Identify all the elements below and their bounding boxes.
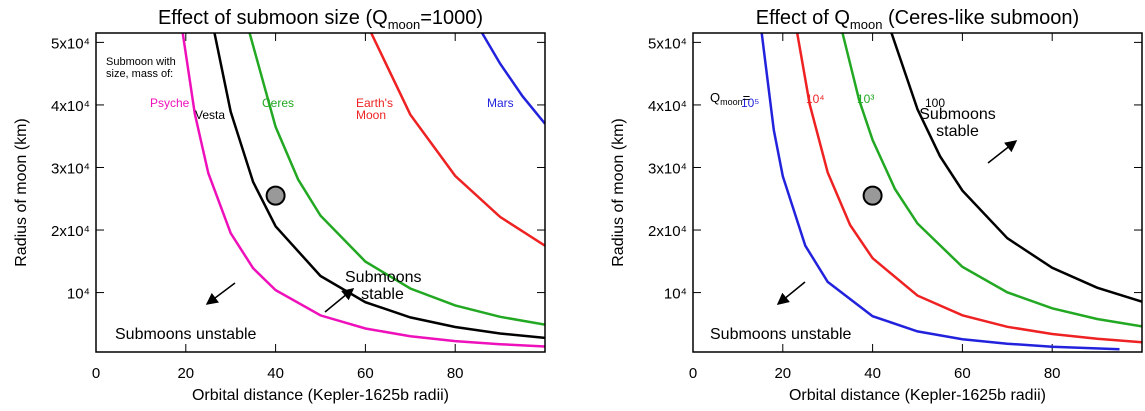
chart-title: Effect of Qmoon (Ceres-like submoon) <box>756 7 1079 32</box>
x-tick-label: 80 <box>1044 365 1061 382</box>
moon-marker <box>862 185 883 206</box>
x-tick-label: 0 <box>689 365 697 382</box>
y-tick-label: 10⁴ <box>664 286 687 303</box>
moon-marker <box>265 185 286 206</box>
curve <box>890 33 1142 303</box>
plot-frame <box>692 32 1143 353</box>
chart-title: Effect of submoon size (Qmoon=1000) <box>158 7 483 32</box>
title-part: moon <box>850 17 883 32</box>
curve <box>181 33 545 348</box>
annotation: Submoon with size, mass of: <box>106 56 176 80</box>
annotation: Submoons unstable <box>115 326 257 343</box>
annotation-part: moon <box>720 97 743 107</box>
y-tick-label: 2x10⁴ <box>648 223 687 240</box>
arrow <box>205 282 236 305</box>
curve-label: 100 <box>925 96 946 110</box>
y-tick-label: 10⁴ <box>67 286 90 303</box>
curve-label: Vesta <box>195 108 226 122</box>
title-part: Effect of Q <box>756 7 850 29</box>
annotation-part: Q <box>710 90 721 105</box>
annotation: Submoons unstable <box>710 326 852 343</box>
y-tick-label: 3x10⁴ <box>648 160 687 177</box>
y-axis-label: Radius of moon (km) <box>13 118 30 267</box>
curve-label: Mars <box>487 96 514 110</box>
annotation-part: = <box>742 90 751 105</box>
curve-label: 10⁵ <box>741 96 760 110</box>
title-part: =1000) <box>420 7 483 29</box>
curve-label: Psyche <box>150 96 190 110</box>
y-tick-label: 4x10⁴ <box>648 98 687 115</box>
y-tick-label: 2x10⁴ <box>51 223 90 240</box>
x-axis-label: Orbital distance (Kepler-1625b radii) <box>789 387 1046 404</box>
arrow <box>987 140 1018 164</box>
x-tick-label: 40 <box>864 365 881 382</box>
arrow <box>776 281 806 305</box>
x-tick-label: 20 <box>177 365 194 382</box>
y-axis-label: Radius of moon (km) <box>610 118 627 267</box>
curve <box>248 33 545 326</box>
curve <box>795 33 1142 344</box>
x-tick-label: 80 <box>447 365 464 382</box>
curve-label: 10³ <box>857 92 875 106</box>
curve-label: Ceres <box>262 96 295 110</box>
y-tick-label: 5x10⁴ <box>51 35 90 52</box>
y-tick-label: 4x10⁴ <box>51 98 90 115</box>
curve <box>370 33 545 247</box>
curve-label: Earth's Moon <box>356 96 393 122</box>
x-tick-label: 60 <box>954 365 971 382</box>
y-tick-label: 5x10⁴ <box>648 35 687 52</box>
y-tick-label: 3x10⁴ <box>51 160 90 177</box>
curve <box>841 33 1142 328</box>
curve <box>760 33 1120 351</box>
annotation: Submoons stable <box>919 106 996 140</box>
x-tick-label: 60 <box>357 365 374 382</box>
curve-label: 10⁴ <box>806 92 825 106</box>
title-part: (Ceres-like submoon) <box>882 7 1079 29</box>
title-part: Effect of submoon size (Q <box>158 7 388 29</box>
plot-frame <box>95 32 546 353</box>
arrow <box>324 288 355 313</box>
x-axis-label: Orbital distance (Kepler-1625b radii) <box>192 387 449 404</box>
x-tick-label: 20 <box>774 365 791 382</box>
x-tick-label: 40 <box>267 365 284 382</box>
annotation: Qmoon= <box>710 90 751 108</box>
x-tick-label: 0 <box>92 365 100 382</box>
annotation: Submoons stable <box>345 269 422 303</box>
title-part: moon <box>388 17 421 32</box>
curve <box>481 33 545 125</box>
